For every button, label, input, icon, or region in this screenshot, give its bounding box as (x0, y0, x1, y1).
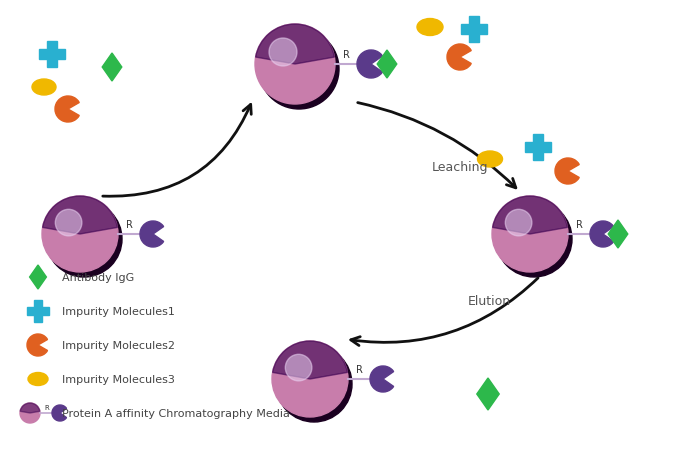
Polygon shape (377, 51, 397, 79)
Text: R: R (342, 50, 349, 60)
Wedge shape (256, 25, 335, 65)
Wedge shape (555, 159, 580, 185)
Wedge shape (140, 222, 164, 248)
Wedge shape (447, 45, 471, 71)
Ellipse shape (417, 20, 443, 36)
Polygon shape (39, 42, 65, 68)
Text: R: R (45, 404, 50, 410)
Wedge shape (27, 334, 48, 356)
Polygon shape (27, 300, 49, 322)
Text: Leaching: Leaching (432, 161, 489, 174)
Wedge shape (370, 366, 393, 392)
Circle shape (46, 202, 122, 278)
Circle shape (55, 210, 82, 237)
Circle shape (272, 341, 348, 417)
Wedge shape (43, 197, 118, 234)
Circle shape (492, 197, 568, 273)
Polygon shape (102, 54, 122, 82)
Wedge shape (55, 97, 79, 123)
Text: Impurity Molecules3: Impurity Molecules3 (62, 374, 175, 384)
Text: Elution: Elution (468, 295, 511, 308)
Text: R: R (575, 219, 582, 229)
Wedge shape (357, 51, 382, 79)
Circle shape (42, 197, 118, 273)
Wedge shape (493, 197, 568, 234)
Circle shape (20, 403, 40, 423)
Circle shape (276, 346, 352, 422)
Circle shape (496, 202, 572, 278)
Circle shape (286, 354, 312, 381)
Polygon shape (29, 265, 46, 289)
Text: Protein A affinity Chromatography Media: Protein A affinity Chromatography Media (62, 408, 290, 418)
Ellipse shape (32, 80, 56, 96)
Text: R: R (356, 364, 363, 374)
Text: R: R (125, 219, 132, 229)
Text: Impurity Molecules1: Impurity Molecules1 (62, 306, 175, 316)
Circle shape (255, 25, 335, 105)
Polygon shape (461, 17, 487, 43)
Circle shape (259, 30, 339, 110)
Polygon shape (525, 135, 551, 161)
Text: Antibody IgG: Antibody IgG (62, 273, 134, 283)
Wedge shape (20, 403, 40, 413)
Wedge shape (590, 222, 614, 248)
Circle shape (505, 210, 532, 237)
Text: Impurity Molecules2: Impurity Molecules2 (62, 340, 175, 350)
Ellipse shape (477, 152, 503, 167)
Polygon shape (477, 378, 499, 410)
Wedge shape (272, 341, 347, 379)
Ellipse shape (28, 373, 48, 386)
Polygon shape (608, 221, 628, 248)
Wedge shape (52, 405, 66, 421)
Circle shape (269, 39, 297, 67)
